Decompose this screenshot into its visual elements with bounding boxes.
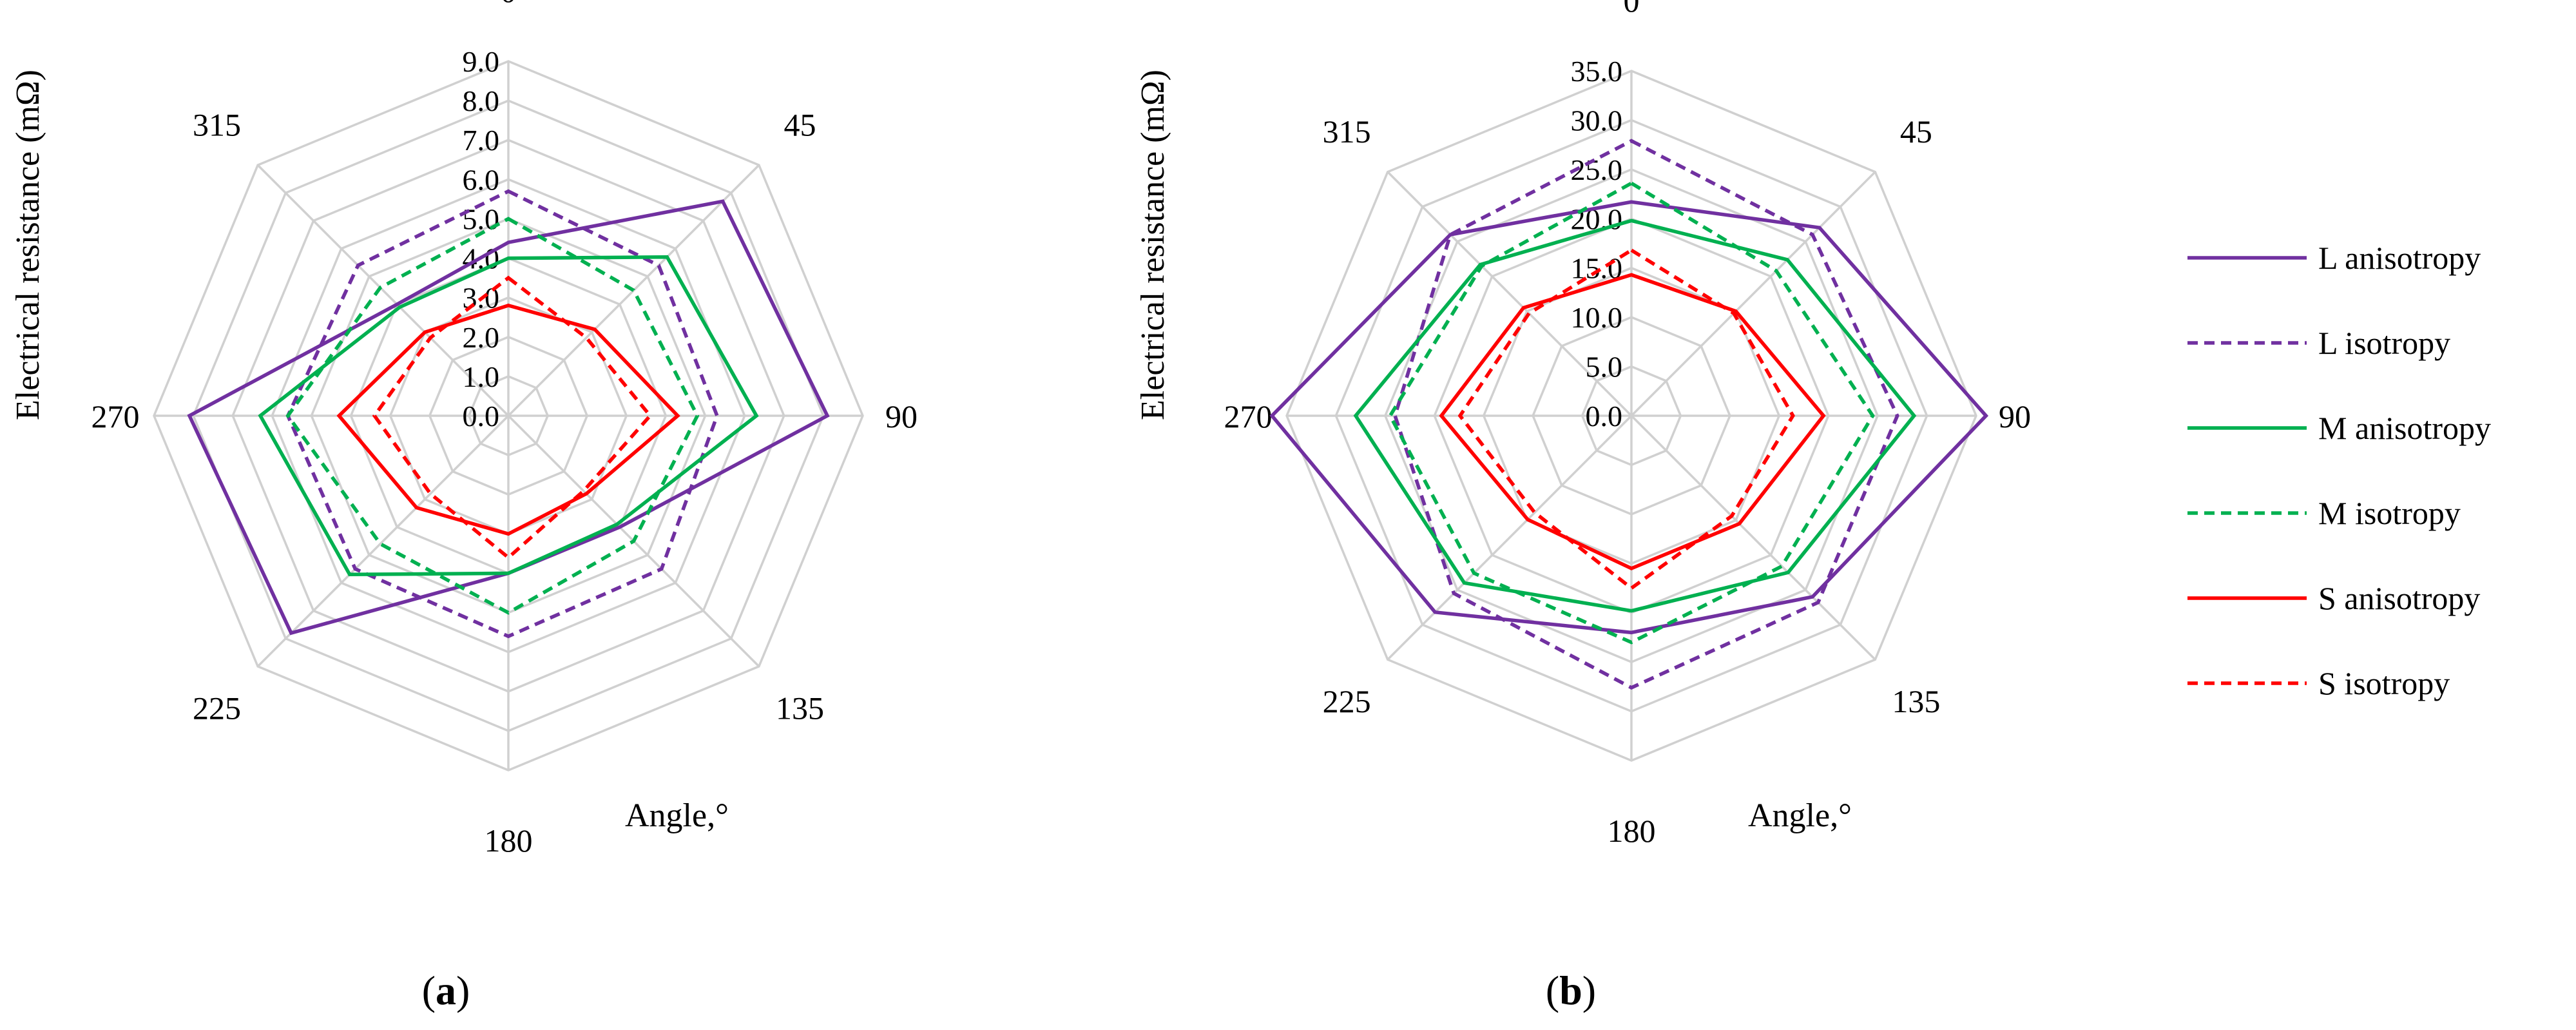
angle-label-b-315: 315 <box>1323 113 1371 150</box>
spoke-a-315 <box>256 164 510 417</box>
series-lines-a <box>187 189 830 639</box>
series-m-anisotropy-a <box>258 255 759 577</box>
angle-labels-a: 0 45 90 135 180 225 270 315 <box>91 0 918 859</box>
legend-label-s-anisotropy: S anisotropy <box>2318 580 2480 616</box>
angle-label-b-0: 0 <box>1624 0 1640 19</box>
angle-label-a-90: 90 <box>885 398 918 434</box>
x-axis-title-a: Angle,° <box>625 797 729 834</box>
radial-tick-a-6: 6.0 <box>463 163 500 196</box>
y-axis-title-b: Electrical resistance (mΩ) <box>1135 70 1171 420</box>
spoke-b-45 <box>1630 171 1876 417</box>
angle-label-b-90: 90 <box>1999 398 2031 434</box>
radial-ticks-b: 0.05.010.015.020.025.030.035.0 <box>1571 55 1623 432</box>
y-axis-title-a: Electrical resistance (mΩ) <box>10 70 46 420</box>
series-s-anisotropy-b <box>1439 273 1826 570</box>
legend-label-m-anisotropy: M anisotropy <box>2318 410 2491 446</box>
radar-grid-b <box>1285 70 1977 762</box>
series-s-anisotropy-a <box>336 304 680 536</box>
radial-tick-b-7: 35.0 <box>1571 55 1623 88</box>
series-s-isotropy-b <box>1457 248 1795 590</box>
spoke-b-315 <box>1387 171 1633 417</box>
spoke-a-225 <box>256 414 510 668</box>
radial-tick-a-8: 8.0 <box>463 84 500 117</box>
panel-label-b: (b) <box>1546 967 1596 1013</box>
radial-tick-b-2: 10.0 <box>1571 301 1623 334</box>
angle-labels-b: 0 45 90 135 180 225 270 315 <box>1224 0 2032 849</box>
series-l-anisotropy-b <box>1269 200 1989 635</box>
radial-tick-b-6: 30.0 <box>1571 104 1623 137</box>
spoke-b-225 <box>1387 414 1633 661</box>
legend-item-s-anisotropy: S anisotropy <box>2187 580 2480 616</box>
legend-label-l-anisotropy: L anisotropy <box>2318 240 2481 276</box>
legend-label-l-isotropy: L isotropy <box>2318 325 2450 361</box>
spoke-b-135 <box>1630 414 1876 661</box>
legend-label-m-isotropy: M isotropy <box>2318 495 2461 531</box>
legend-label-s-isotropy: S isotropy <box>2318 665 2450 701</box>
legend-item-m-isotropy: M isotropy <box>2187 495 2461 531</box>
legend-item-l-isotropy: L isotropy <box>2187 325 2450 361</box>
radar-chart-b: 0.05.010.015.020.025.030.035.0 045901351… <box>1135 0 2031 1013</box>
radial-tick-a-2: 2.0 <box>463 321 500 354</box>
legend: L anisotropy L isotropy M anisotropy M isot… <box>2187 240 2491 701</box>
radial-tick-b-1: 5.0 <box>1586 351 1623 384</box>
series-m-isotropy-a <box>285 217 700 615</box>
series-m-isotropy-b <box>1388 181 1875 645</box>
radial-tick-a-0: 0.0 <box>463 400 500 432</box>
radial-tick-a-9: 9.0 <box>463 45 500 78</box>
x-axis-title-b: Angle,° <box>1748 797 1852 834</box>
series-s-isotropy-a <box>372 275 653 560</box>
panel-letter-a: a <box>436 967 456 1013</box>
radial-tick-b-0: 0.0 <box>1586 400 1623 432</box>
angle-label-a-270: 270 <box>91 398 140 434</box>
angle-label-a-315: 315 <box>193 107 241 143</box>
radial-tick-a-5: 5.0 <box>463 202 500 235</box>
legend-item-l-anisotropy: L anisotropy <box>2187 240 2481 276</box>
series-l-isotropy-a <box>285 189 719 639</box>
legend-item-s-isotropy: S isotropy <box>2187 665 2450 701</box>
angle-label-b-225: 225 <box>1323 683 1371 719</box>
angle-label-a-0: 0 <box>501 0 517 9</box>
series-m-anisotropy-b <box>1353 219 1917 613</box>
series-lines-b <box>1269 139 1989 690</box>
panel-letter-b: b <box>1559 967 1582 1013</box>
angle-label-b-45: 45 <box>1900 113 1932 150</box>
angle-label-b-180: 180 <box>1608 813 1656 849</box>
angle-label-b-270: 270 <box>1224 398 1273 434</box>
series-l-isotropy-b <box>1393 139 1899 690</box>
radial-tick-a-1: 1.0 <box>463 360 500 393</box>
angle-label-a-135: 135 <box>776 690 824 726</box>
panel-label-a: (a) <box>422 967 470 1013</box>
radar-chart-a: 0.01.02.03.04.05.06.07.08.09.0 045901351… <box>10 0 918 1013</box>
angle-label-a-225: 225 <box>193 690 241 726</box>
angle-label-b-135: 135 <box>1892 683 1940 719</box>
legend-item-m-anisotropy: M anisotropy <box>2187 410 2491 446</box>
angle-label-a-180: 180 <box>485 822 533 859</box>
radial-tick-a-7: 7.0 <box>463 124 500 157</box>
angle-label-a-45: 45 <box>784 107 816 143</box>
